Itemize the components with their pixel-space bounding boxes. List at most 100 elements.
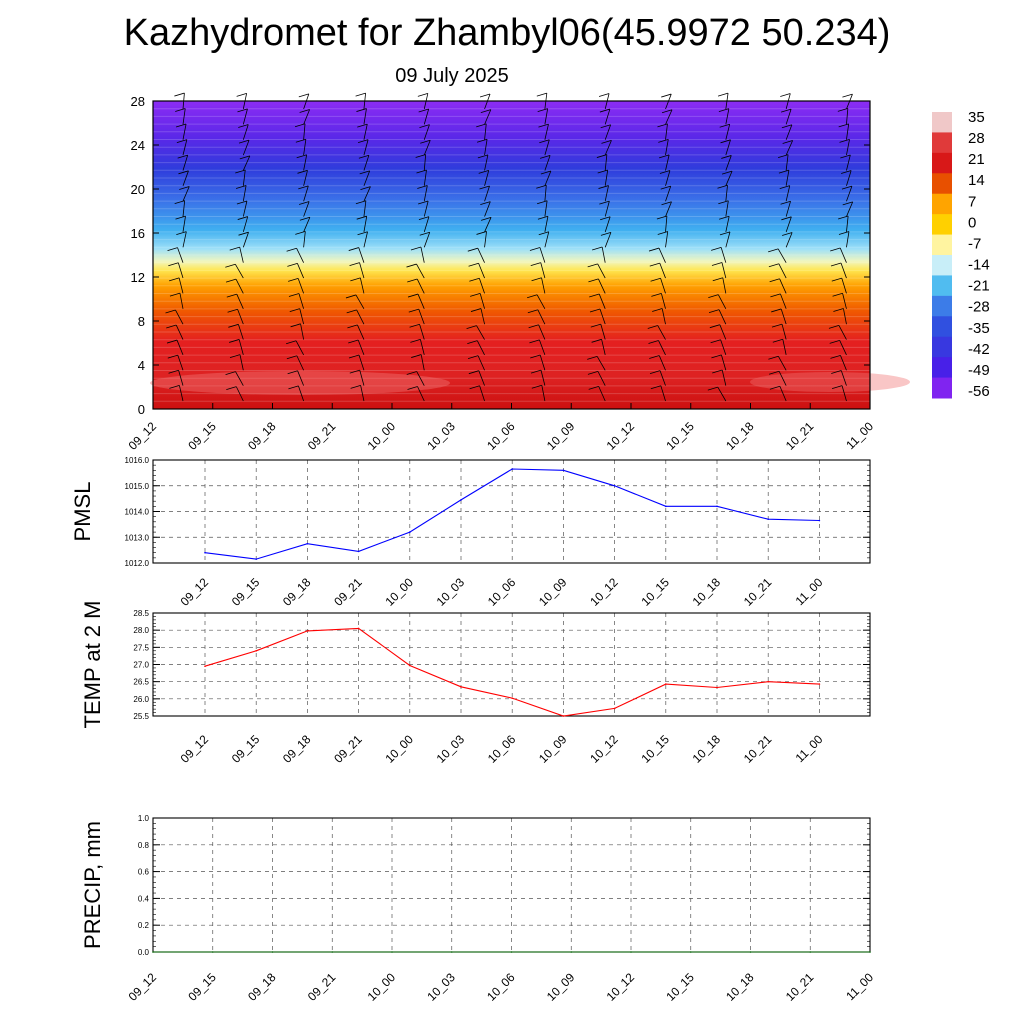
wind-barb-flag [290,323,301,328]
x-tick-label: 09_18 [245,970,279,1004]
wind-barb-flag [590,323,601,328]
data-point [255,649,257,652]
wind-barb-flag [288,293,300,297]
heatmap-fill [153,101,870,409]
wind-barb-flag [600,231,612,236]
wind-barb-flag [480,109,491,114]
wind-barb-flag [661,93,672,98]
wind-barb-flag [417,185,428,189]
wind-barb-flag [288,278,299,282]
wind-barb [182,216,186,233]
wind-barb-flag [597,169,608,174]
x-tick-label: 10_12 [587,575,621,609]
wind-barb [363,186,371,202]
wind-barb [722,277,727,294]
wind-barb [417,386,425,402]
wind-barb-flag [169,277,180,282]
y-tick-label: 26.0 [133,695,149,704]
colorbar-swatch [932,214,952,236]
wind-barb-flag [536,92,547,97]
wind-barb [840,355,847,371]
wind-barb-flag [235,185,247,189]
wind-barb [725,216,730,233]
wind-barb [841,385,847,402]
wind-barb-flag [589,293,600,298]
x-tick-label: 09_12 [178,575,212,609]
wind-barb-flag [227,308,238,313]
wind-barb [779,386,787,402]
wind-barb [781,323,787,340]
wind-barb [604,124,612,140]
wind-barb-flag [476,138,488,143]
y-tick-label: 0.6 [138,868,150,877]
y-tick-label: 8 [138,314,145,329]
y-tick-label: 20 [131,182,145,197]
wind-barb-flag [830,262,842,267]
wind-barb-flag [406,263,417,268]
wind-barb-flag [842,201,853,206]
x-tick-label: 09_21 [305,419,339,453]
wind-barb-flag [771,308,782,313]
wind-barb-flag [833,308,844,312]
wind-barb-flag [719,215,730,220]
warm-contour [150,371,450,395]
wind-barb-flag [239,155,250,160]
y-tick-label: 24 [131,138,145,153]
wind-barb-flag [357,139,369,144]
wind-barb [484,201,491,217]
series-line [204,468,820,560]
wind-barb [538,324,546,340]
wind-barb [658,355,666,371]
wind-barb-flag [298,93,309,98]
wind-barb [359,370,365,386]
wind-barb [476,340,485,356]
data-point [510,951,513,953]
wind-barb-flag [411,354,422,358]
data-point [613,484,616,487]
wind-barb-flag [166,324,177,329]
wind-barb-flag [531,277,542,282]
wind-barb-flag [415,154,426,158]
wind-barb [476,325,485,340]
wind-barb-flag [299,109,310,113]
data-point [562,715,565,717]
wind-barb-flag [648,247,660,252]
wind-barb-flag [651,292,662,297]
wind-barb [484,170,490,186]
x-tick-label: 10_03 [424,970,458,1004]
y-tick-label: 1012.0 [125,559,150,568]
wind-barb-flag [299,216,310,221]
wind-barb-flag [768,248,779,253]
wind-barb [604,108,611,125]
wind-barb-flag [647,325,658,329]
wind-barb-flag [407,386,418,390]
colorbar-swatch [932,357,952,379]
wind-barb-flag [359,170,370,175]
y-tick-label: 1013.0 [125,533,150,542]
wind-barb [598,278,606,294]
wind-barb [179,385,184,402]
x-tick-label: 11_00 [843,419,876,452]
data-point [716,505,718,508]
wind-barb-flag [718,108,729,113]
wind-barb [539,354,546,371]
warm-contour [750,372,910,392]
wind-barb [242,108,248,125]
data-point [357,550,360,553]
wind-barb-flag [295,231,306,235]
wind-barb [176,339,184,356]
wind-barb [177,262,184,279]
wind-barb [182,155,189,171]
wind-barb-flag [708,294,719,299]
wind-barb [298,293,305,309]
wind-barb [182,231,187,248]
wind-barb [838,325,847,340]
wind-barb [665,154,670,171]
temperature-heatmap-panel: 0 4 8 12 16 20 24 28 09_12 09_15 09_18 09_21 10_00 10… [126,92,910,453]
wind-barb-flag [717,184,728,189]
wind-barb-flag [537,108,548,112]
wind-barb [175,309,184,325]
wind-barb [544,108,549,125]
wind-barb [537,309,546,325]
wind-barb-flag [355,92,366,97]
